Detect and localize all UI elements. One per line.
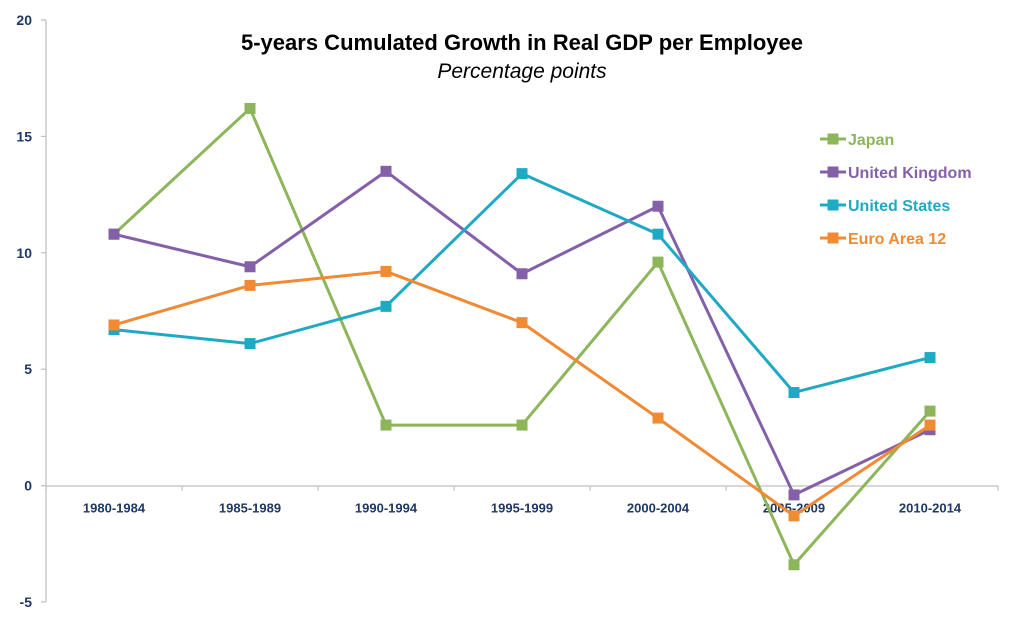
series-line-united-states bbox=[113, 172, 931, 394]
data-point-united-states[interactable] bbox=[244, 338, 256, 350]
legend-label: Japan bbox=[848, 132, 894, 149]
x-tick-label: 1985-1989 bbox=[219, 501, 281, 516]
series-layer bbox=[108, 102, 936, 571]
y-tick-label: 0 bbox=[24, 478, 32, 494]
data-point-united-states[interactable] bbox=[924, 352, 936, 364]
series-line-united-kingdom bbox=[113, 169, 931, 497]
data-point-japan[interactable] bbox=[516, 419, 528, 431]
x-tick-label: 2010-2014 bbox=[899, 501, 962, 516]
series-united-states bbox=[108, 168, 936, 398]
data-point-euro-area-12[interactable] bbox=[516, 317, 528, 329]
x-tick-label: 1990-1994 bbox=[355, 501, 418, 516]
data-point-united-kingdom[interactable] bbox=[380, 165, 392, 177]
data-point-japan[interactable] bbox=[244, 102, 256, 114]
y-tick-label: -5 bbox=[20, 594, 33, 610]
legend-marker bbox=[827, 232, 839, 244]
data-point-united-states[interactable] bbox=[380, 300, 392, 312]
legend-label: United Kingdom bbox=[848, 165, 972, 182]
data-point-euro-area-12[interactable] bbox=[652, 412, 664, 424]
data-point-united-kingdom[interactable] bbox=[652, 200, 664, 212]
x-tick-label: 2000-2004 bbox=[627, 501, 690, 516]
legend-marker bbox=[827, 166, 839, 178]
legend-item-euro-area-12: Euro Area 12 bbox=[820, 231, 946, 248]
data-point-japan[interactable] bbox=[652, 256, 664, 268]
x-tick-label: 1995-1999 bbox=[491, 501, 553, 516]
series-euro-area-12 bbox=[108, 265, 936, 522]
legend-item-japan: Japan bbox=[820, 132, 894, 149]
data-point-euro-area-12[interactable] bbox=[108, 319, 120, 331]
data-point-united-kingdom[interactable] bbox=[516, 268, 528, 280]
data-point-euro-area-12[interactable] bbox=[244, 279, 256, 291]
data-point-euro-area-12[interactable] bbox=[788, 510, 800, 522]
y-tick-label: 20 bbox=[16, 12, 32, 28]
legend-item-united-kingdom: United Kingdom bbox=[820, 165, 972, 182]
data-point-euro-area-12[interactable] bbox=[924, 419, 936, 431]
legend-label: Euro Area 12 bbox=[848, 231, 946, 248]
data-point-japan[interactable] bbox=[788, 559, 800, 571]
data-point-united-kingdom[interactable] bbox=[108, 228, 120, 240]
data-point-united-states[interactable] bbox=[788, 386, 800, 398]
legend-marker bbox=[827, 133, 839, 145]
legend: Japan United Kingdom United States Euro Are… bbox=[820, 132, 972, 248]
legend-item-united-states: United States bbox=[820, 198, 950, 215]
y-tick-label: 10 bbox=[16, 245, 32, 261]
data-point-japan[interactable] bbox=[924, 405, 936, 417]
x-axis-ticks: 1980-1984 1985-1989 1990-1994 1995-1999 2000… bbox=[45, 485, 999, 516]
data-point-united-states[interactable] bbox=[652, 228, 664, 240]
data-point-united-kingdom[interactable] bbox=[788, 489, 800, 501]
data-point-euro-area-12[interactable] bbox=[380, 265, 392, 277]
x-tick-label: 1980-1984 bbox=[83, 501, 146, 516]
data-point-united-kingdom[interactable] bbox=[244, 261, 256, 273]
chart-subtitle: Percentage points bbox=[437, 60, 607, 83]
series-united-kingdom bbox=[108, 165, 936, 501]
y-axis-ticks: -5 0 5 10 15 20 bbox=[16, 12, 46, 610]
data-point-united-states[interactable] bbox=[516, 168, 528, 180]
y-tick-label: 15 bbox=[16, 128, 32, 144]
y-tick-label: 5 bbox=[24, 361, 32, 377]
legend-label: United States bbox=[848, 198, 950, 215]
legend-marker bbox=[827, 199, 839, 211]
series-line-euro-area-12 bbox=[113, 269, 931, 518]
data-point-japan[interactable] bbox=[380, 419, 392, 431]
chart-title: 5-years Cumulated Growth in Real GDP per… bbox=[241, 30, 803, 55]
